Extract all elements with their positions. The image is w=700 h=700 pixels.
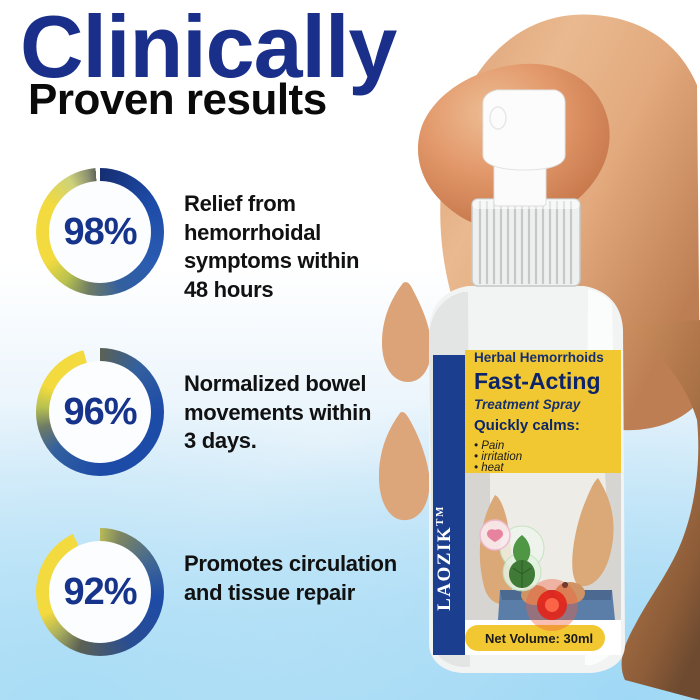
svg-text:• heat: • heat (474, 462, 504, 474)
svg-text:Fast-Acting: Fast-Acting (474, 368, 601, 394)
svg-text:Quickly calms:: Quickly calms: (474, 417, 580, 434)
svg-text:Herbal Hemorrhoids: Herbal Hemorrhoids (474, 350, 604, 365)
svg-text:Treatment Spray: Treatment Spray (474, 397, 582, 412)
svg-text:Net Volume: 30ml: Net Volume: 30ml (485, 631, 593, 646)
